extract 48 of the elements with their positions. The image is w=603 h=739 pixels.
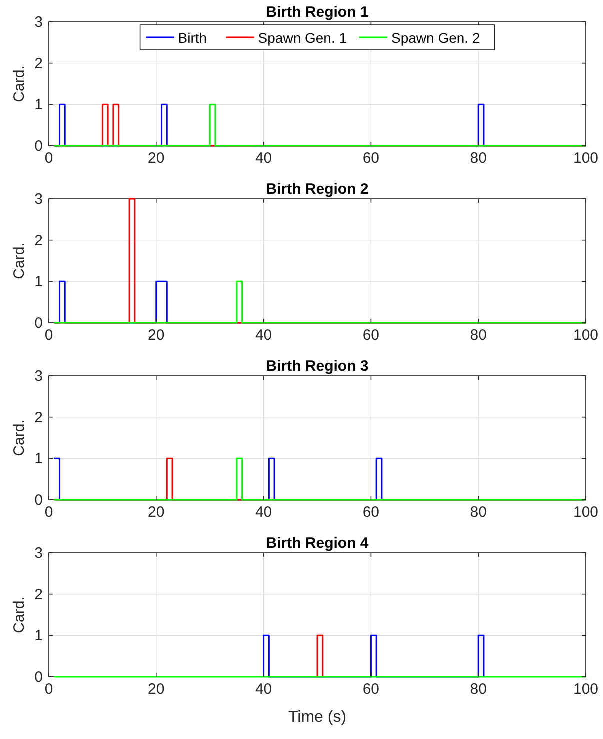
chart-title: Birth Region 2	[266, 181, 369, 198]
y-tick-label: 3	[34, 191, 43, 208]
y-tick-label: 0	[34, 669, 43, 686]
y-axis-title: Card.	[11, 242, 28, 280]
y-tick-label: 2	[34, 409, 43, 426]
x-tick-label: 40	[255, 504, 272, 521]
x-tick-label: 60	[362, 681, 380, 698]
x-tick-label: 80	[470, 327, 487, 344]
y-tick-label: 3	[34, 368, 43, 385]
x-tick-label: 40	[255, 327, 272, 344]
x-tick-label: 80	[470, 150, 487, 167]
x-tick-label: 100	[573, 681, 599, 698]
x-tick-label: 100	[573, 327, 599, 344]
chart-title: Birth Region 3	[266, 358, 369, 375]
y-tick-label: 0	[34, 492, 43, 509]
chart-title: Birth Region 1	[266, 4, 369, 21]
y-axis-title: Card.	[11, 66, 28, 102]
x-tick-label: 100	[573, 150, 599, 167]
y-tick-label: 3	[34, 545, 43, 562]
y-tick-label: 3	[34, 14, 43, 31]
y-tick-label: 0	[34, 138, 43, 155]
legend-label: Birth	[178, 30, 208, 46]
x-tick-label: 60	[362, 150, 380, 167]
x-tick-label: 40	[255, 150, 272, 167]
x-tick-label: 20	[148, 327, 165, 344]
x-tick-label: 20	[148, 150, 165, 167]
chart-title: Birth Region 4	[266, 535, 370, 552]
y-tick-label: 1	[34, 96, 43, 114]
y-tick-label: 2	[34, 586, 43, 604]
x-tick-label: 40	[255, 681, 272, 698]
legend-label: Spawn Gen. 2	[392, 30, 480, 46]
y-axis-title: Card.	[11, 420, 28, 456]
x-tick-label: 100	[573, 504, 599, 521]
x-tick-label: 60	[362, 327, 380, 344]
x-tick-label: 20	[148, 681, 165, 698]
x-tick-label: 60	[362, 504, 380, 521]
y-tick-label: 2	[34, 232, 43, 250]
x-axis-title: Time (s)	[288, 709, 347, 726]
y-tick-label: 1	[34, 274, 43, 291]
x-tick-label: 80	[470, 504, 487, 521]
y-tick-label: 1	[34, 450, 43, 468]
x-tick-label: 80	[470, 681, 487, 698]
legend-label: Spawn Gen. 1	[258, 30, 348, 46]
y-tick-label: 2	[34, 55, 43, 72]
y-axis-title: Card.	[11, 596, 28, 634]
y-tick-label: 0	[34, 315, 43, 332]
x-tick-label: 20	[148, 504, 165, 521]
y-tick-label: 1	[34, 628, 43, 645]
